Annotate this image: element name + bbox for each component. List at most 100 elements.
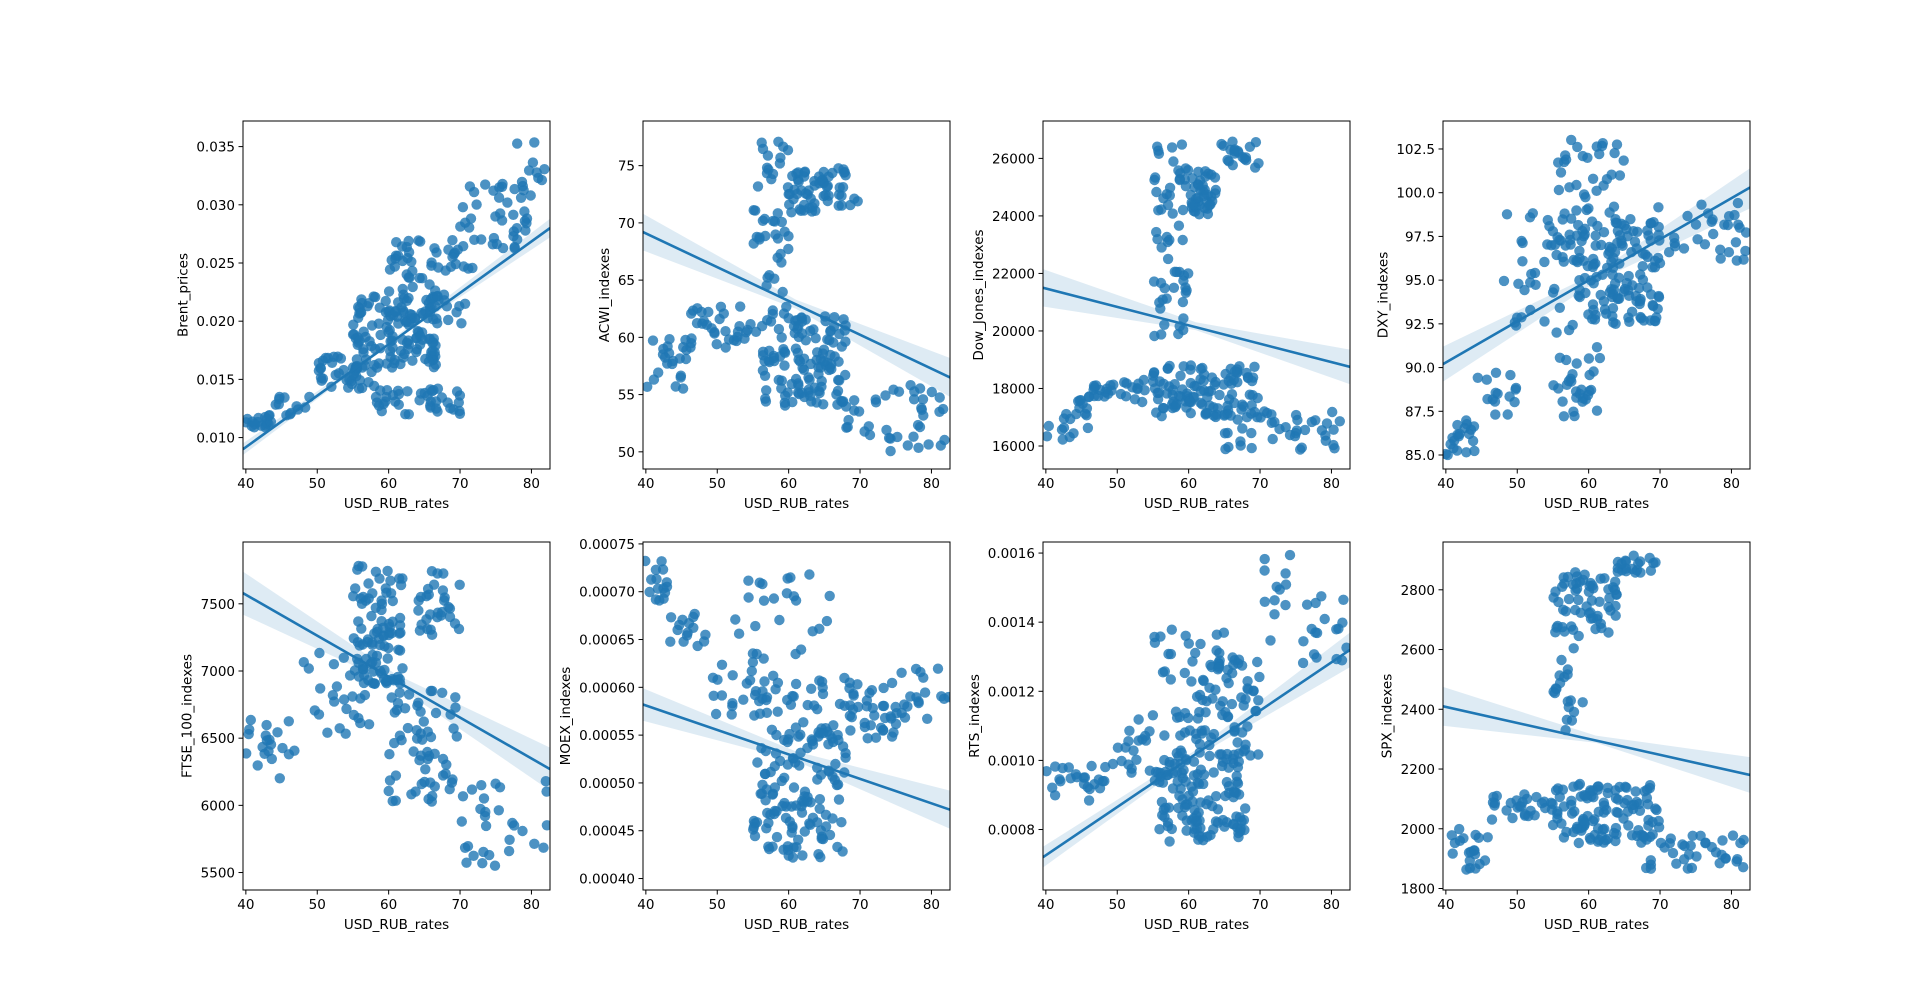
scatter-point <box>331 681 343 692</box>
x-tick-label: 50 <box>709 476 726 492</box>
y-axis-label: DXY_indexes <box>1375 252 1391 339</box>
scatter-point <box>1645 855 1657 866</box>
scatter-point <box>1608 582 1619 593</box>
scatter-point <box>665 612 677 623</box>
y-tick-label: 0.0012 <box>988 684 1035 700</box>
subplot-2: 40 50 60 70 80505560657075USD_RUB_ratesACWI_… <box>597 120 951 512</box>
plot-area <box>1043 549 1350 868</box>
subplot-1: 40 50 60 70 80 0.010 0.015 0.020 0.025 0.030 0.035… <box>175 120 551 512</box>
scatter-point <box>1502 409 1513 420</box>
scatter-point <box>1190 647 1201 659</box>
scatter-point <box>1729 209 1740 221</box>
scatter-point <box>1231 776 1243 787</box>
scatter-point <box>1722 219 1734 231</box>
y-tick-label: 87.5 <box>1405 404 1435 420</box>
scatter-point <box>1526 268 1537 280</box>
scatter-point <box>1592 784 1604 795</box>
scatter-point <box>1071 772 1083 783</box>
scatter-point <box>772 677 784 688</box>
y-tick-label: 5500 <box>201 866 235 882</box>
scatter-point <box>353 616 364 627</box>
scatter-point <box>1252 392 1263 404</box>
scatter-point <box>1565 799 1577 810</box>
scatter-point <box>800 188 811 199</box>
scatter-point <box>1081 403 1093 414</box>
scatter-point <box>1223 678 1234 689</box>
scatter-point <box>431 313 442 324</box>
scatter-point <box>918 672 929 683</box>
scatter-point <box>1058 413 1070 424</box>
scatter-point <box>818 190 829 202</box>
scatter-point <box>387 595 398 607</box>
scatter-point <box>1214 749 1225 760</box>
scatter-point <box>1204 682 1215 693</box>
scatter-point <box>1327 406 1338 418</box>
scatter-point <box>1242 676 1253 687</box>
scatter-point <box>1645 289 1657 300</box>
scatter-point <box>383 642 394 654</box>
scatter-point <box>402 722 414 734</box>
scatter-point <box>1612 556 1624 568</box>
subplot-4: 40 50 60 70 80 85.0 87.5 90.0 92.5 95.0 97.5 100.0 1… <box>1375 120 1751 512</box>
scatter-point <box>511 223 523 234</box>
scatter-point <box>1565 239 1576 250</box>
scatter-point <box>1625 214 1636 225</box>
scatter-point <box>912 419 924 431</box>
scatter-point <box>1156 411 1167 422</box>
scatter-point <box>1071 408 1082 420</box>
scatter-point <box>788 782 800 793</box>
scatter-point <box>475 803 486 815</box>
scatter-point <box>686 333 697 344</box>
scatter-point <box>1195 638 1206 650</box>
scatter-point <box>836 200 847 211</box>
y-tick-label: 85.0 <box>1405 448 1435 464</box>
scatter-point <box>908 431 919 442</box>
scatter-point <box>1469 445 1480 457</box>
scatter-point <box>1571 823 1582 834</box>
scatter-point <box>768 593 780 604</box>
scatter-point <box>837 182 849 193</box>
scatter-point <box>517 180 528 192</box>
scatter-point <box>688 622 699 633</box>
scatter-point <box>793 731 804 742</box>
scatter-point <box>1329 443 1340 454</box>
regression-line <box>643 703 950 811</box>
scatter-point <box>432 568 443 579</box>
scatter-point <box>828 720 839 731</box>
y-tick-label: 90.0 <box>1405 361 1435 377</box>
scatter-point <box>1568 406 1579 417</box>
scatter-point <box>712 674 723 685</box>
scatter-point <box>461 857 472 868</box>
scatter-point <box>540 776 550 787</box>
x-tick-label: 40 <box>1037 476 1054 492</box>
scatter-point <box>1166 624 1178 635</box>
y-tick-label: 0.00060 <box>579 680 635 696</box>
scatter-point <box>1178 313 1189 324</box>
scatter-point <box>810 333 821 344</box>
scatter-point <box>779 346 790 357</box>
scatter-point <box>1166 823 1178 835</box>
x-tick-label: 40 <box>1437 897 1454 913</box>
scatter-point <box>391 237 402 248</box>
scatter-point <box>369 678 380 689</box>
scatter-point <box>1635 293 1646 305</box>
scatter-point <box>1481 374 1493 385</box>
scatter-point <box>480 179 491 190</box>
scatter-point <box>934 392 945 403</box>
scatter-point <box>1249 361 1260 372</box>
scatter-point <box>1152 394 1164 405</box>
scatter-point <box>823 364 835 376</box>
plot-area <box>1443 550 1750 875</box>
scatter-point <box>1176 747 1187 759</box>
scatter-point <box>1452 419 1463 431</box>
scatter-point <box>1591 342 1603 353</box>
scatter-point <box>1590 230 1601 241</box>
regression-line <box>1443 705 1750 777</box>
scatter-point <box>1616 238 1627 249</box>
axes-frame <box>642 120 951 470</box>
scatter-point <box>1602 782 1613 793</box>
scatter-point <box>772 208 783 219</box>
scatter-point <box>1587 299 1599 310</box>
scatter-point <box>1058 422 1070 433</box>
plot-area <box>243 560 550 871</box>
